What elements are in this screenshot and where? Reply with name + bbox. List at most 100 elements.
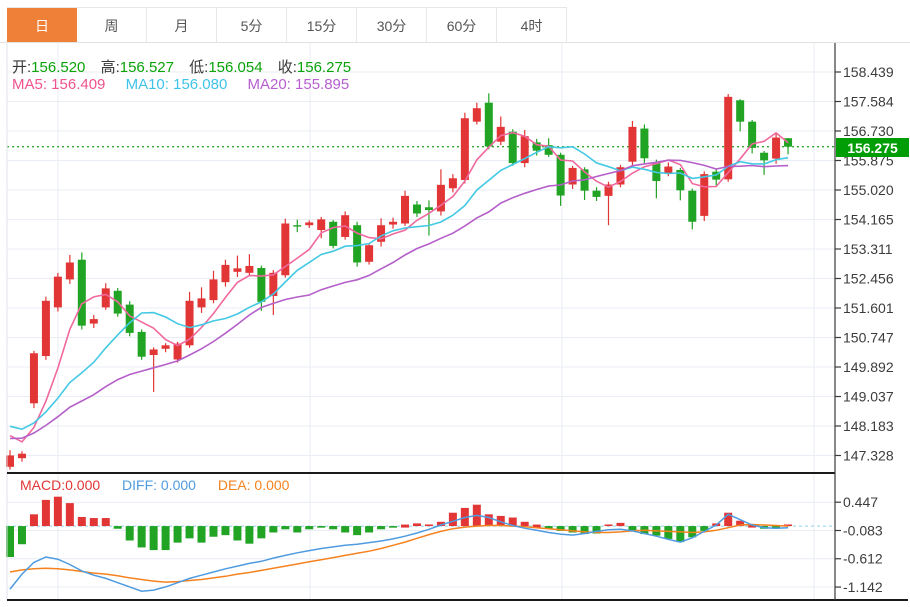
dea-line	[9, 523, 789, 583]
macd-bar	[448, 512, 457, 527]
candle-body	[389, 221, 398, 225]
candle-body	[77, 259, 86, 326]
macd-bar	[700, 526, 709, 531]
axis-label: 158.439	[843, 64, 894, 80]
candle-body	[448, 178, 457, 189]
tab-day[interactable]: 日	[7, 8, 77, 43]
axis-label: 154.165	[843, 212, 894, 228]
macd-bar	[341, 526, 350, 533]
candle-body	[472, 108, 481, 122]
macd-bar	[41, 499, 50, 527]
tab-month[interactable]: 月	[147, 8, 217, 43]
candle-body	[53, 276, 62, 308]
macd-bar	[17, 526, 26, 545]
axis-label: 157.584	[843, 94, 894, 110]
candle-body	[353, 225, 362, 263]
macd-bar	[436, 521, 445, 527]
current-price-tag: 156.275	[836, 138, 909, 157]
macd-bar	[377, 526, 386, 530]
axis-label: -0.083	[843, 523, 883, 539]
tab-week[interactable]: 周	[77, 8, 147, 43]
tab-60min[interactable]: 60分	[427, 8, 497, 43]
tab-15min[interactable]: 15分	[287, 8, 357, 43]
candle-body	[544, 145, 553, 155]
macd-bar	[508, 517, 517, 527]
macd-bar	[688, 526, 697, 538]
macd-bar	[412, 523, 421, 527]
ma20-value: MA20: 155.895	[247, 76, 350, 93]
period-tabbar: 日 周 月 5分 15分 30分 60分 4时	[7, 7, 567, 43]
candle-body	[161, 345, 170, 349]
candle-body	[412, 204, 421, 214]
diff-line	[9, 513, 789, 592]
candle-body	[197, 298, 206, 308]
tab-30min[interactable]: 30分	[357, 8, 427, 43]
macd-bar	[125, 526, 134, 541]
ma5-value: MA5: 156.409	[12, 76, 106, 93]
macd-bar	[53, 496, 62, 527]
macd-readout: MACD:0.000 DIFF: 0.000 DEA: 0.000	[20, 477, 307, 493]
macd-bar	[329, 526, 338, 530]
close-value: 156.275	[296, 59, 352, 76]
candle-body	[173, 343, 182, 360]
axis-label: 0.447	[843, 494, 878, 510]
macd-bar	[257, 526, 266, 539]
ohlc-readout: 开:156.520 高:156.527 低:156.054 收:156.275	[12, 56, 362, 77]
candle-body	[329, 221, 338, 246]
macd-bar	[676, 526, 685, 543]
tab-4hour[interactable]: 4时	[497, 8, 567, 43]
macd-bar	[628, 526, 637, 531]
macd-bar	[113, 526, 122, 529]
candle-body	[317, 219, 326, 231]
candle-body	[628, 126, 637, 162]
macd-bar	[137, 526, 146, 548]
macd-bar	[6, 526, 14, 558]
candle-body	[688, 190, 697, 222]
macd-bar	[101, 518, 110, 527]
axis-label: 156.730	[843, 123, 894, 139]
candle-body	[484, 102, 493, 147]
open-label: 开:	[12, 59, 32, 76]
candle-body	[748, 121, 757, 148]
candle-body	[233, 268, 242, 272]
tab-5min[interactable]: 5分	[217, 8, 287, 43]
axis-label: -1.142	[843, 579, 883, 595]
macd-bar	[185, 526, 194, 539]
tabbar-divider	[0, 42, 910, 43]
macd-bar	[233, 526, 242, 541]
macd-bar	[556, 526, 565, 531]
axis-label: 148.183	[843, 418, 894, 434]
macd-bar	[784, 524, 793, 527]
candle-body	[365, 245, 374, 262]
candle-body	[125, 304, 134, 333]
candle-body	[65, 262, 74, 280]
axis-label: -0.612	[843, 551, 883, 567]
diff-value: DIFF: 0.000	[122, 477, 196, 493]
open-value: 156.520	[31, 59, 86, 76]
candle-body	[664, 166, 673, 174]
macd-bar	[209, 526, 218, 537]
macd-bar	[736, 520, 745, 527]
axis-label: 151.601	[843, 300, 894, 316]
candle-body	[760, 152, 769, 161]
dea-value: DEA: 0.000	[217, 477, 290, 493]
macd-bar	[544, 526, 553, 529]
close-label: 收:	[277, 59, 297, 76]
candle-body	[772, 137, 781, 159]
candle-body	[436, 184, 445, 212]
macd-bar	[197, 526, 206, 543]
candle-body	[221, 264, 230, 283]
ma20-line	[9, 159, 789, 440]
low-label: 低:	[189, 59, 209, 76]
candle-body	[520, 136, 529, 164]
macd-bar	[520, 521, 529, 527]
macd-bar	[149, 526, 158, 551]
macd-bar	[293, 526, 302, 533]
macd-bar	[484, 514, 493, 527]
candle-body	[41, 300, 50, 357]
candle-body	[496, 126, 505, 142]
candle-body	[736, 100, 745, 122]
macd-bar	[173, 526, 182, 543]
candle-body	[724, 96, 733, 180]
